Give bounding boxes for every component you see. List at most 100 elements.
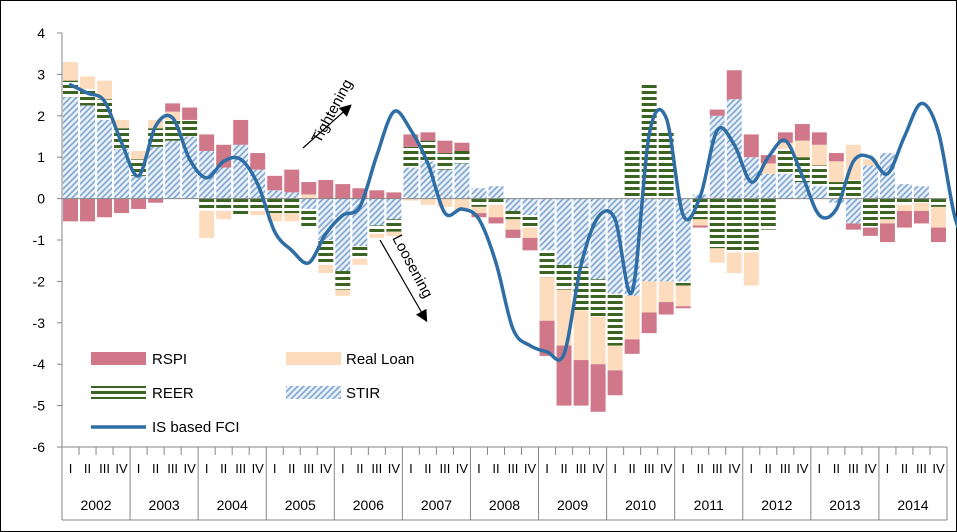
bar-rspi xyxy=(369,190,385,199)
bar-stir xyxy=(335,198,351,272)
bar-real-loan xyxy=(828,161,844,183)
bar-rspi xyxy=(63,198,78,222)
bar-rspi xyxy=(726,70,742,100)
quarter-label: I xyxy=(681,461,685,476)
legend-label-reer: REER xyxy=(152,385,194,402)
bar-reer xyxy=(675,281,691,286)
quarter-label: I xyxy=(137,461,141,476)
quarter-label: IV xyxy=(660,461,673,476)
bar-rspi xyxy=(165,103,181,112)
bar-real-loan xyxy=(437,198,453,207)
bar-real-loan xyxy=(369,233,385,238)
y-tick-label: -4 xyxy=(33,356,46,372)
bar-rspi xyxy=(607,370,623,396)
bar-real-loan xyxy=(267,213,283,222)
bar-reer xyxy=(471,198,487,207)
bar-reer xyxy=(216,198,232,212)
bar-rspi xyxy=(97,198,113,218)
bar-reer xyxy=(539,250,555,278)
bar-real-loan xyxy=(692,219,708,226)
legend-swatch-real-loan xyxy=(286,352,341,365)
bar-rspi xyxy=(658,302,674,315)
bar-stir xyxy=(879,153,895,199)
bar-rspi xyxy=(931,227,946,243)
bar-real-loan xyxy=(216,211,232,220)
bar-real-loan xyxy=(301,194,317,199)
bar-real-loan xyxy=(386,231,402,236)
bar-stir xyxy=(233,144,249,199)
bar-real-loan xyxy=(80,76,96,89)
bar-rspi xyxy=(794,124,810,141)
year-label: 2014 xyxy=(897,497,928,513)
y-tick-label: 0 xyxy=(37,191,45,207)
bar-real-loan xyxy=(607,345,623,371)
bar-real-loan xyxy=(284,213,300,222)
quarter-label: IV xyxy=(728,461,741,476)
bar-reer xyxy=(369,225,385,234)
y-tick-label: -3 xyxy=(33,315,46,331)
quarter-label: III xyxy=(235,461,246,476)
bar-reer xyxy=(250,198,266,212)
bar-reer xyxy=(318,240,334,265)
bar-reer xyxy=(403,146,419,168)
quarter-label: II xyxy=(152,461,159,476)
bar-reer xyxy=(335,271,351,290)
quarter-label: II xyxy=(560,461,567,476)
bar-real-loan xyxy=(811,144,827,166)
bar-rspi xyxy=(471,213,487,218)
bar-stir xyxy=(760,173,776,199)
bar-reer xyxy=(284,198,300,214)
bar-stir xyxy=(454,163,470,199)
quarter-label: III xyxy=(712,461,723,476)
bar-rspi xyxy=(80,198,96,222)
quarter-label: I xyxy=(886,461,890,476)
bars-layer xyxy=(62,61,947,412)
bar-reer xyxy=(199,198,215,212)
bar-real-loan xyxy=(896,204,912,212)
bar-rspi xyxy=(590,364,606,412)
tightening-arrow xyxy=(302,104,352,149)
bar-stir xyxy=(590,198,606,280)
y-axis: 4 3 2 1 0 -1 -2 -3 -4 -5 -6 xyxy=(33,25,63,455)
bar-real-loan xyxy=(879,219,895,224)
bar-stir xyxy=(726,99,742,199)
bar-rspi xyxy=(624,339,640,354)
year-label: 2012 xyxy=(761,497,792,513)
quarter-label: IV xyxy=(388,461,401,476)
quarter-label: I xyxy=(545,461,549,476)
bar-rspi xyxy=(539,320,555,356)
bar-stir xyxy=(97,119,113,199)
bar-rspi xyxy=(131,198,147,209)
bar-rspi xyxy=(318,179,334,199)
bar-reer xyxy=(454,150,470,164)
bar-real-loan xyxy=(539,277,555,321)
year-label: 2011 xyxy=(694,497,724,513)
year-label: 2005 xyxy=(285,497,316,513)
legend-swatch-stir xyxy=(286,386,341,399)
bar-stir xyxy=(828,198,844,203)
bar-reer xyxy=(828,182,844,199)
bar-stir xyxy=(131,175,147,199)
quarter-label: II xyxy=(765,461,772,476)
bar-reer xyxy=(931,198,946,207)
quarter-label: IV xyxy=(183,461,196,476)
bar-real-loan xyxy=(488,204,504,218)
legend-label-real-loan: Real Loan xyxy=(346,351,414,368)
bar-real-loan xyxy=(590,316,606,365)
bar-real-loan xyxy=(862,159,878,166)
bar-real-loan xyxy=(318,264,334,274)
bar-real-loan xyxy=(131,150,147,160)
bar-stir xyxy=(488,186,504,199)
bar-rspi xyxy=(811,132,827,145)
bar-real-loan xyxy=(199,211,215,238)
loosening-arrow xyxy=(379,239,428,323)
bar-rspi xyxy=(862,227,878,236)
quarter-label: III xyxy=(167,461,178,476)
bar-reer xyxy=(522,215,538,228)
bar-real-loan xyxy=(352,258,368,265)
bar-rspi xyxy=(335,184,351,199)
bar-rspi xyxy=(182,107,198,120)
bar-stir xyxy=(148,146,164,199)
y-tick-label: -2 xyxy=(33,273,46,289)
